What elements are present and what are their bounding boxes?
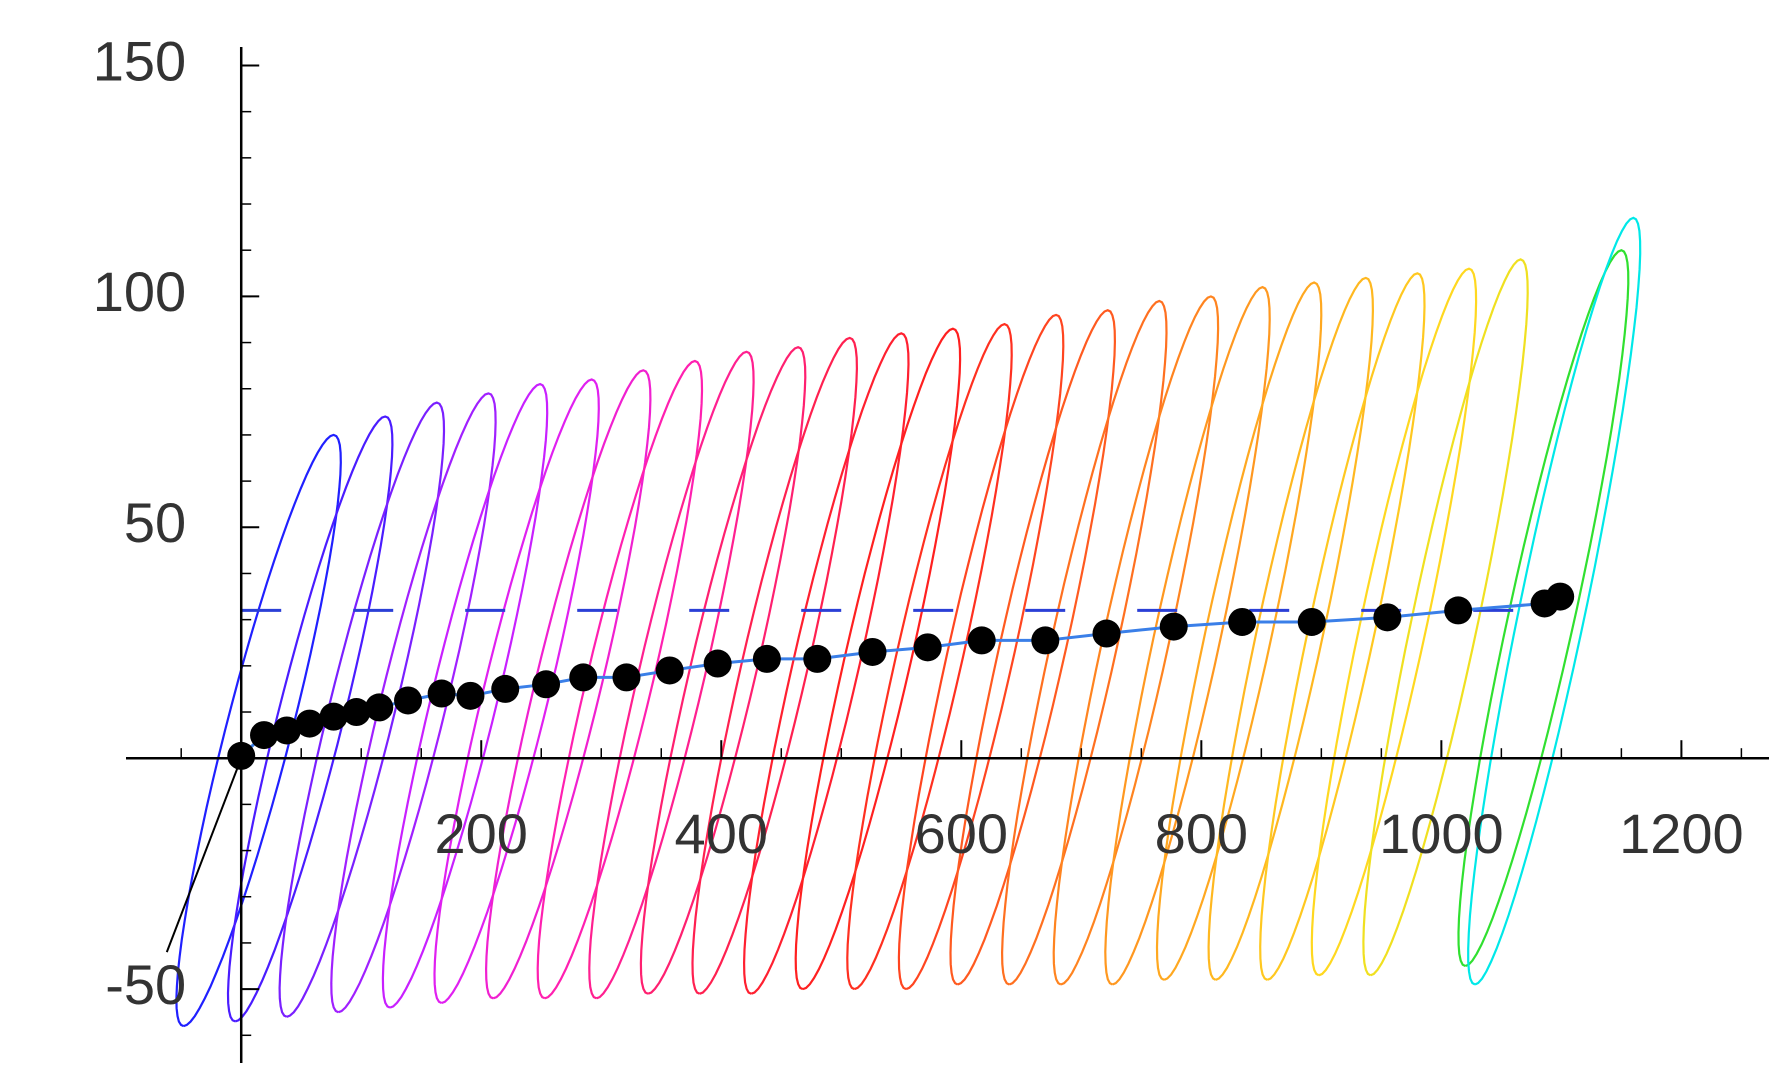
y-tick-label: 100 bbox=[93, 260, 186, 323]
x-tick-label: 1000 bbox=[1379, 802, 1504, 865]
data-point bbox=[427, 679, 456, 708]
series-line bbox=[165, 757, 243, 953]
loop bbox=[484, 369, 652, 1000]
data-point bbox=[1092, 619, 1121, 648]
loop bbox=[1104, 285, 1271, 986]
data-point bbox=[967, 626, 996, 655]
y-tick-label: -50 bbox=[105, 953, 186, 1016]
data-point bbox=[394, 686, 423, 715]
loop bbox=[1207, 276, 1375, 981]
y-tick-label: 50 bbox=[124, 491, 186, 554]
data-point bbox=[1373, 603, 1402, 632]
loop bbox=[1259, 272, 1426, 981]
x-tick-label: 400 bbox=[675, 802, 768, 865]
data-point bbox=[1031, 626, 1060, 655]
loop bbox=[433, 378, 600, 1005]
data-point bbox=[1444, 596, 1473, 625]
loop bbox=[897, 313, 1065, 991]
loop bbox=[588, 350, 755, 1000]
data-point bbox=[456, 681, 485, 710]
data-point bbox=[365, 693, 394, 722]
data-point bbox=[858, 637, 887, 666]
y-tick-label: 150 bbox=[93, 29, 186, 92]
data-point bbox=[913, 633, 942, 662]
data-point bbox=[655, 656, 684, 685]
loop bbox=[1362, 258, 1529, 977]
data-point bbox=[1546, 582, 1575, 611]
data-point bbox=[319, 702, 348, 731]
loop bbox=[226, 415, 394, 1023]
loop bbox=[742, 332, 910, 995]
loop bbox=[1052, 295, 1220, 986]
data-point bbox=[491, 674, 520, 703]
x-tick-label: 600 bbox=[915, 802, 1008, 865]
x-tick-label: 800 bbox=[1155, 802, 1248, 865]
loop bbox=[794, 327, 962, 991]
data-point bbox=[569, 663, 598, 692]
loop bbox=[1467, 216, 1642, 986]
loop bbox=[278, 401, 446, 1018]
loop bbox=[536, 359, 704, 1000]
loop bbox=[639, 346, 807, 995]
x-tick-label: 1200 bbox=[1619, 802, 1744, 865]
loop bbox=[1000, 299, 1168, 986]
data-point bbox=[1159, 612, 1188, 641]
loop bbox=[1310, 267, 1478, 977]
data-point bbox=[272, 716, 301, 745]
data-point bbox=[295, 709, 324, 738]
loop bbox=[330, 392, 497, 1014]
data-point bbox=[1297, 607, 1326, 636]
loop bbox=[691, 336, 859, 995]
loop bbox=[1457, 248, 1630, 968]
data-point bbox=[703, 649, 732, 678]
x-tick-label: 200 bbox=[435, 802, 528, 865]
data-point bbox=[532, 670, 561, 699]
data-point bbox=[342, 698, 371, 727]
data-point bbox=[250, 721, 279, 750]
data-point bbox=[1228, 607, 1257, 636]
loop bbox=[949, 308, 1117, 986]
loop bbox=[1155, 281, 1323, 981]
data-point bbox=[803, 644, 832, 673]
loop bbox=[381, 382, 549, 1009]
data-point bbox=[752, 644, 781, 673]
data-point bbox=[612, 663, 641, 692]
loop bbox=[846, 322, 1013, 991]
loop bbox=[175, 433, 342, 1028]
